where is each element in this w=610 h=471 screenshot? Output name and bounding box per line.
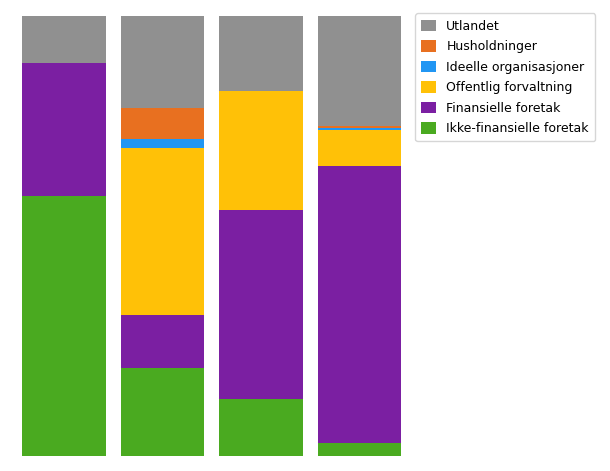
- Bar: [121, 108, 204, 139]
- Bar: [318, 166, 401, 443]
- Bar: [318, 128, 401, 130]
- Bar: [318, 443, 401, 456]
- Bar: [219, 91, 303, 210]
- Bar: [318, 130, 401, 166]
- Bar: [121, 368, 204, 456]
- Bar: [219, 210, 303, 399]
- Bar: [23, 16, 106, 63]
- Bar: [23, 63, 106, 196]
- Bar: [121, 16, 204, 108]
- Bar: [121, 148, 204, 315]
- Legend: Utlandet, Husholdninger, Ideelle organisasjoner, Offentlig forvaltning, Finansie: Utlandet, Husholdninger, Ideelle organis…: [415, 14, 595, 141]
- Bar: [318, 126, 401, 128]
- Bar: [23, 196, 106, 456]
- Bar: [121, 315, 204, 368]
- Bar: [219, 399, 303, 456]
- Bar: [121, 139, 204, 148]
- Bar: [219, 16, 303, 91]
- Bar: [318, 16, 401, 126]
